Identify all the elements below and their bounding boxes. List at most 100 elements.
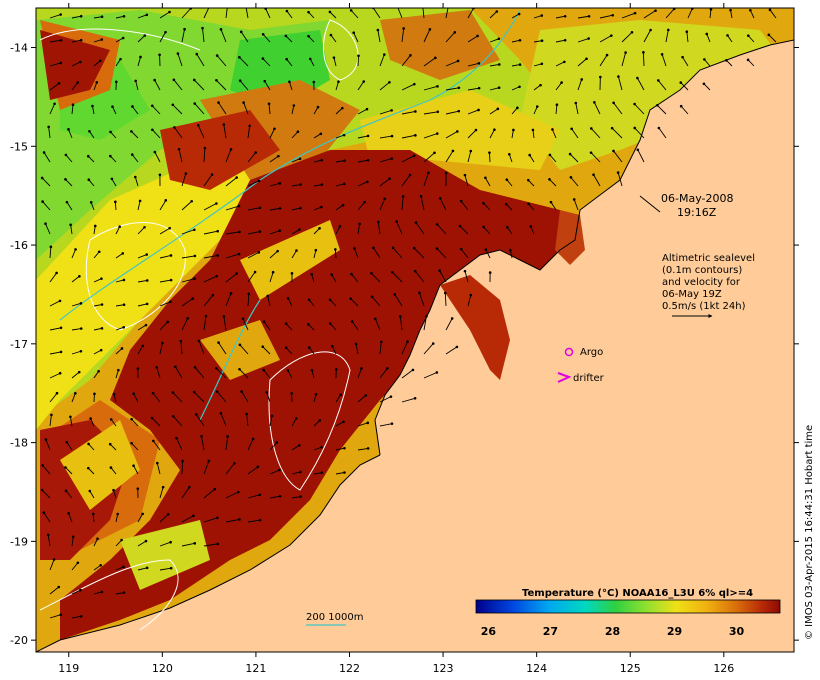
velocity-vector-head: [109, 443, 112, 446]
velocity-vector-head: [636, 77, 639, 80]
velocity-vector-head: [497, 108, 500, 111]
velocity-vector-head: [747, 59, 750, 62]
velocity-vector-head: [174, 365, 177, 368]
velocity-vector-head: [170, 279, 173, 282]
velocity-vector-head: [53, 558, 56, 561]
velocity-vector-head: [185, 172, 188, 175]
velocity-vector-head: [60, 39, 63, 42]
velocity-vector-head: [278, 469, 281, 472]
velocity-vector-head: [167, 513, 170, 516]
velocity-vector-head: [143, 226, 146, 229]
velocity-vector-head: [72, 103, 75, 106]
velocity-vector-head: [76, 81, 79, 84]
velocity-vector-head: [171, 103, 174, 106]
velocity-vector-head: [315, 249, 318, 252]
velocity-vector-head: [239, 344, 242, 347]
depth-contour-label: 200 1000m: [306, 612, 363, 623]
velocity-vector: [182, 461, 183, 474]
velocity-vector-head: [69, 416, 72, 419]
velocity-vector-head: [117, 369, 120, 372]
velocity-vector-head: [134, 80, 137, 83]
velocity-vector-head: [661, 53, 664, 56]
velocity-vector-head: [170, 567, 173, 570]
velocity-vector-head: [237, 491, 240, 494]
velocity-vector-head: [592, 173, 595, 176]
velocity-vector-head: [90, 201, 93, 204]
velocity-vector-head: [681, 56, 684, 59]
velocity-vector-head: [110, 418, 113, 421]
velocity-vector-head: [41, 464, 44, 467]
velocity-vector-head: [215, 202, 218, 205]
velocity-vector-head: [161, 342, 164, 345]
velocity-vector-head: [297, 130, 300, 133]
velocity-vector-head: [172, 415, 175, 418]
velocity-vector-head: [377, 29, 380, 32]
velocity-vector-head: [122, 37, 125, 40]
velocity-vector-head: [41, 177, 44, 180]
velocity-vector-head: [484, 177, 487, 180]
velocity-vector-head: [519, 63, 522, 66]
date-label: 06-May-2008: [661, 192, 733, 205]
velocity-vector-head: [96, 537, 99, 540]
velocity-vector-head: [447, 4, 450, 7]
velocity-vector-head: [299, 207, 302, 210]
velocity-vector-head: [276, 250, 279, 253]
velocity-vector-head: [89, 417, 92, 420]
velocity-vector-head: [285, 58, 288, 61]
velocity-vector-head: [158, 53, 161, 56]
velocity-vector-head: [195, 53, 198, 56]
velocity-vector-head: [590, 151, 593, 154]
velocity-vector-head: [263, 320, 266, 323]
velocity-vector-head: [657, 79, 660, 82]
velocity-vector-head: [703, 58, 706, 61]
velocity-vector-head: [590, 127, 593, 130]
velocity-vector-head: [580, 78, 583, 81]
velocity-vector-head: [318, 419, 321, 422]
velocity-vector-head: [258, 180, 261, 183]
velocity-vector-head: [268, 102, 271, 105]
legend-line-1: Altimetric sealevel: [662, 253, 755, 264]
velocity-vector-head: [261, 345, 264, 348]
velocity-vector-head: [551, 128, 554, 131]
velocity-vector-head: [47, 126, 50, 129]
velocity-vector-head: [195, 413, 198, 416]
map-plot-area: [36, 3, 794, 652]
velocity-vector-head: [287, 369, 290, 372]
velocity-vector-head: [383, 197, 386, 200]
velocity-vector-head: [288, 80, 291, 83]
velocity-vector-head: [506, 226, 509, 229]
velocity-vector-head: [235, 176, 238, 179]
lon-tick-label: 119: [58, 662, 79, 675]
velocity-vector-head: [366, 422, 369, 425]
velocity-vector-head: [320, 159, 323, 162]
velocity-vector-head: [67, 128, 70, 131]
velocity-vector-head: [402, 195, 405, 198]
velocity-vector-head: [541, 39, 544, 42]
velocity-vector-head: [285, 322, 288, 325]
velocity-vector-head: [418, 291, 421, 294]
velocity-vector-head: [279, 495, 282, 498]
velocity-vector-head: [747, 34, 750, 37]
velocity-vector-head: [516, 107, 519, 110]
velocity-vector-head: [637, 149, 640, 152]
velocity-vector-head: [343, 447, 346, 450]
lon-tick-label: 122: [339, 662, 360, 675]
velocity-vector-head: [285, 35, 288, 38]
velocity-vector-head: [238, 253, 241, 256]
velocity-vector-head: [89, 490, 92, 493]
velocity-vector-head: [633, 127, 636, 130]
velocity-vector-head: [164, 199, 167, 202]
velocity-vector-head: [530, 225, 533, 228]
velocity-vector-head: [248, 293, 251, 296]
velocity-vector-head: [464, 174, 467, 177]
velocity-vector-head: [308, 346, 311, 349]
velocity-vector-head: [240, 31, 243, 34]
velocity-vector-head: [66, 201, 69, 204]
velocity-vector-head: [114, 201, 117, 204]
velocity-vector-head: [193, 228, 196, 231]
velocity-vector-head: [453, 31, 456, 34]
velocity-vector-head: [178, 148, 181, 151]
velocity-vector-head: [213, 488, 216, 491]
velocity-vector-head: [436, 132, 439, 135]
velocity-vector-head: [59, 613, 62, 616]
